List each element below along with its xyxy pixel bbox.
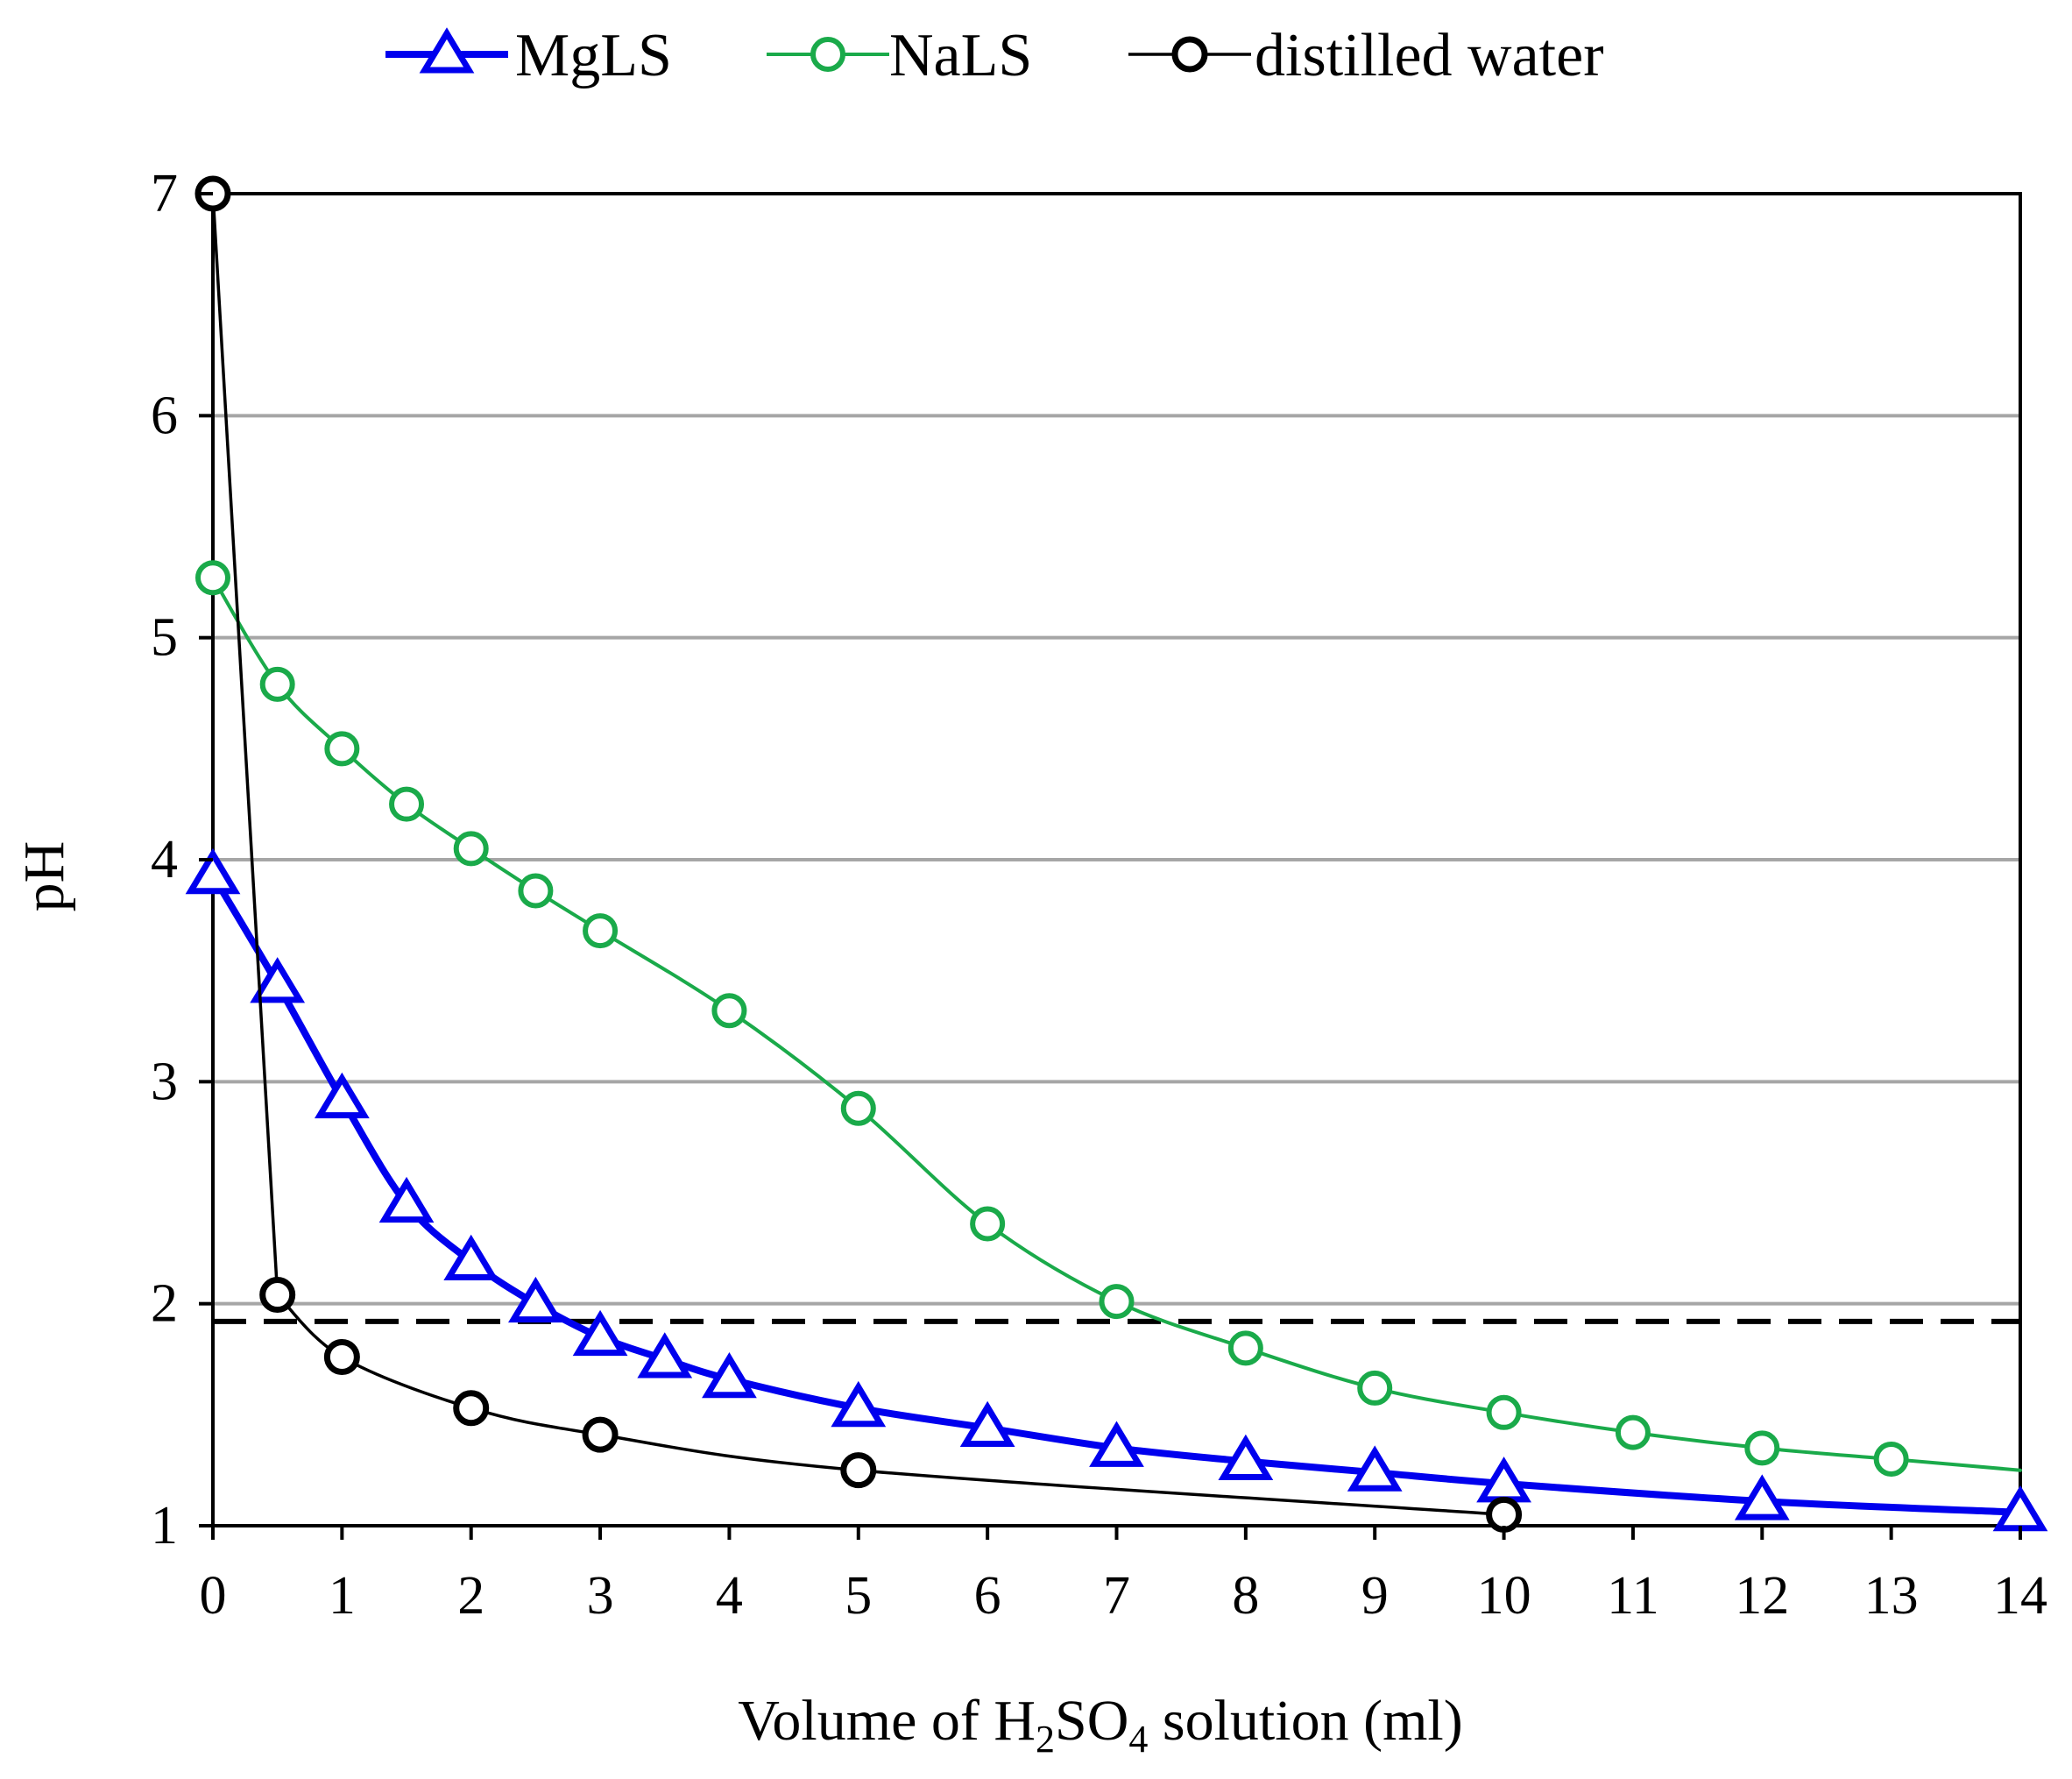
data-point-nals-13 <box>1486 1394 1522 1430</box>
gridlines <box>213 414 2020 1306</box>
data-point-nals-7 <box>711 993 747 1029</box>
y-axis-title: pH <box>12 841 76 912</box>
y-tick-label-3: 3 <box>151 1052 178 1111</box>
series-distilled-water <box>194 175 1523 1533</box>
data-point-distilled-water-5 <box>840 1452 877 1489</box>
x-tick-label-3: 3 <box>587 1566 614 1626</box>
x-axis-ticks: 0 1 2 3 4 5 6 7 8 9 10 11 12 13 14 <box>200 1526 2047 1626</box>
data-point-nals-1 <box>259 666 295 702</box>
x-tick-label-5: 5 <box>845 1566 872 1626</box>
data-point-mgls-5 <box>508 1276 563 1323</box>
x-axis-title-subscript-2: 4 <box>1128 1718 1148 1761</box>
y-tick-label-1: 1 <box>151 1496 178 1556</box>
legend-label-nals: NaLS <box>889 22 1032 89</box>
data-point-distilled-water-4 <box>582 1416 619 1453</box>
data-point-distilled-water-2 <box>323 1338 360 1375</box>
x-tick-label-8: 8 <box>1232 1566 1259 1626</box>
x-tick-label-6: 6 <box>974 1566 1001 1626</box>
data-point-nals-12 <box>1357 1370 1393 1406</box>
data-point-nals-15 <box>1744 1430 1780 1466</box>
x-tick-label-7: 7 <box>1103 1566 1130 1626</box>
data-point-mgls-2 <box>314 1072 370 1119</box>
x-tick-label-10: 10 <box>1477 1566 1531 1626</box>
legend-marker-distilled-water <box>1171 36 1208 73</box>
series-mgls <box>185 847 2048 1532</box>
data-point-nals-6 <box>583 913 619 949</box>
x-axis-title-part-3: solution (ml) <box>1148 1689 1462 1753</box>
legend-marker-mgls <box>419 27 475 74</box>
data-point-mgls-13 <box>1347 1445 1403 1492</box>
data-point-mgls-1 <box>250 957 306 1003</box>
y-tick-label-5: 5 <box>151 608 178 668</box>
y-tick-label-2: 2 <box>151 1274 178 1334</box>
data-point-mgls-6 <box>572 1309 628 1357</box>
series-layer <box>185 175 2048 1533</box>
data-point-nals-14 <box>1615 1414 1651 1450</box>
data-point-distilled-water-6 <box>1486 1496 1523 1533</box>
data-point-mgls-11 <box>1089 1421 1144 1467</box>
x-tick-label-13: 13 <box>1864 1566 1919 1626</box>
data-point-nals-8 <box>840 1090 876 1126</box>
y-tick-label-7: 7 <box>151 164 178 223</box>
series-nals <box>195 560 2022 1477</box>
x-tick-label-2: 2 <box>457 1566 484 1626</box>
data-point-mgls-4 <box>443 1234 499 1281</box>
data-point-nals-2 <box>324 731 360 767</box>
legend-label-mgls: MgLS <box>515 22 672 89</box>
legend-label-distilled-water: distilled water <box>1255 22 1604 89</box>
data-point-nals-0 <box>195 560 230 596</box>
series-line-nals <box>211 576 2022 1472</box>
data-point-nals-4 <box>453 831 489 867</box>
legend: MgLS NaLS distilled water <box>385 22 1604 89</box>
x-tick-label-11: 11 <box>1607 1566 1659 1626</box>
data-point-mgls-0 <box>185 847 241 895</box>
x-axis-title: Volume of H2SO4 solution (ml) <box>738 1689 1462 1761</box>
x-tick-label-4: 4 <box>716 1566 743 1626</box>
data-point-nals-11 <box>1227 1330 1263 1366</box>
data-point-mgls-7 <box>637 1332 693 1379</box>
x-axis-title-part-1: Volume of H <box>738 1689 1036 1753</box>
x-axis-title-subscript-1: 2 <box>1036 1718 1055 1761</box>
x-tick-label-14: 14 <box>1993 1566 2047 1626</box>
data-point-nals-3 <box>389 786 425 822</box>
series-line-distilled-water <box>211 192 1506 1517</box>
data-point-mgls-12 <box>1218 1434 1274 1481</box>
data-point-mgls-8 <box>702 1351 757 1399</box>
x-tick-label-12: 12 <box>1735 1566 1789 1626</box>
data-point-distilled-water-1 <box>259 1277 296 1314</box>
data-point-mgls-15 <box>1734 1474 1790 1520</box>
data-point-mgls-3 <box>378 1176 435 1223</box>
data-point-nals-16 <box>1873 1442 1909 1477</box>
y-tick-label-4: 4 <box>151 830 178 890</box>
data-point-distilled-water-3 <box>453 1390 490 1427</box>
data-point-nals-10 <box>1099 1284 1135 1320</box>
data-point-mgls-10 <box>959 1400 1015 1448</box>
legend-marker-nals <box>810 37 845 72</box>
y-tick-label-6: 6 <box>151 386 178 445</box>
x-axis-title-part-2: SO <box>1055 1689 1128 1753</box>
data-point-mgls-9 <box>831 1380 887 1428</box>
x-tick-label-9: 9 <box>1361 1566 1389 1626</box>
y-axis-ticks: 1 2 3 4 5 6 7 <box>151 164 213 1556</box>
x-tick-label-1: 1 <box>329 1566 356 1626</box>
data-point-nals-9 <box>970 1206 1006 1242</box>
data-point-nals-5 <box>518 873 554 909</box>
x-tick-label-0: 0 <box>200 1566 227 1626</box>
